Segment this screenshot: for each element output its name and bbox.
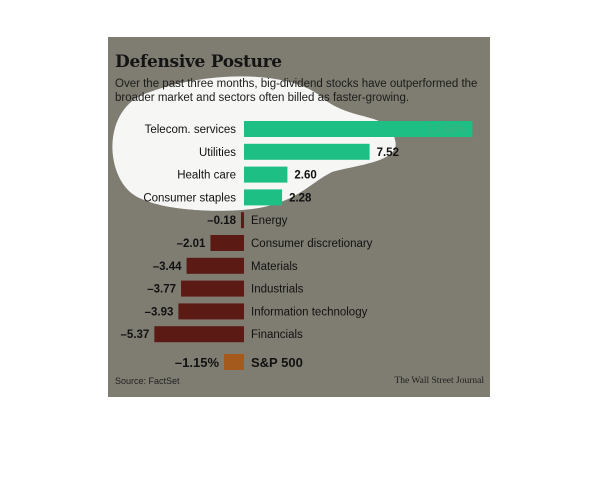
chart-subtitle: Over the past three months, big-dividend… <box>115 78 478 104</box>
bar-materials <box>186 257 244 274</box>
bar-consumer-discretionary <box>210 235 244 251</box>
bar-health-care <box>244 166 288 183</box>
value-label-consumer-discretionary: –2.01 <box>177 238 206 250</box>
category-label-telecom-services: Telecom. services <box>145 124 237 136</box>
value-label-materials: –3.44 <box>153 261 182 273</box>
bar-utilities <box>244 143 370 160</box>
value-label-telecom-services: 13.68% <box>427 124 466 136</box>
value-label-benchmark: –1.15% <box>175 355 220 370</box>
value-label-consumer-staples: 2.28 <box>289 192 312 204</box>
value-label-financials: –5.37 <box>121 329 150 341</box>
source-note: Source: FactSet <box>115 376 180 386</box>
bar-financials <box>154 326 244 343</box>
value-label-health-care: 2.60 <box>294 170 316 182</box>
bar-benchmark <box>224 354 244 370</box>
category-label-consumer-discretionary: Consumer discretionary <box>251 238 373 250</box>
chart-title: Defensive Posture <box>115 52 282 72</box>
bar-energy <box>240 212 244 229</box>
category-label-utilities: Utilities <box>199 147 236 159</box>
value-label-energy: –0.18 <box>207 215 236 227</box>
value-label-information-technology: –3.93 <box>145 306 174 318</box>
value-label-industrials: –3.77 <box>147 284 176 296</box>
category-label-financials: Financials <box>251 329 303 341</box>
bar-consumer-staples <box>244 189 283 206</box>
publisher-credit: The Wall Street Journal <box>394 376 484 386</box>
category-label-industrials: Industrials <box>251 284 304 296</box>
category-label-consumer-staples: Consumer staples <box>143 192 236 204</box>
bar-telecom-services <box>244 121 473 137</box>
category-label-benchmark: S&P 500 <box>251 355 303 370</box>
category-label-materials: Materials <box>251 261 298 273</box>
category-label-health-care: Health care <box>177 170 236 182</box>
bar-information-technology <box>178 303 244 320</box>
category-label-energy: Energy <box>251 215 288 227</box>
value-label-utilities: 7.52 <box>377 147 399 159</box>
category-label-information-technology: Information technology <box>251 306 368 318</box>
bar-industrials <box>181 280 244 297</box>
